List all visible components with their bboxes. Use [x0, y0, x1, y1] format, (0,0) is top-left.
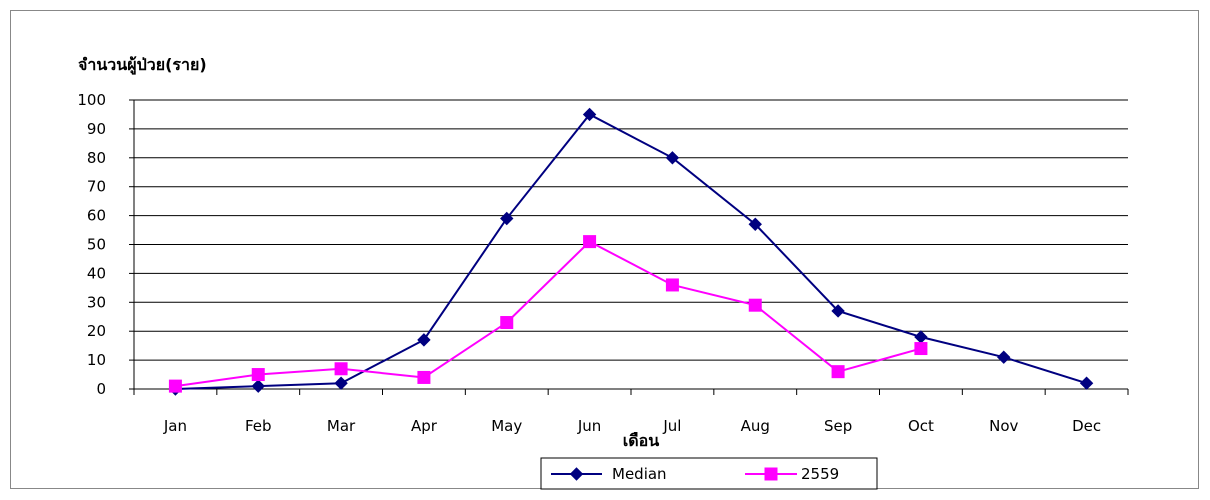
- series-2559: [168, 235, 928, 393]
- data-point: [251, 368, 265, 382]
- x-tick-label: Jun: [577, 417, 601, 435]
- y-tick-label: 10: [87, 351, 106, 369]
- legend-label: Median: [612, 465, 667, 483]
- data-point: [914, 330, 928, 344]
- series-median: [168, 107, 1094, 396]
- x-tick-label: Oct: [908, 417, 934, 435]
- y-axis-title: จำนวนผู้ป่วย(ราย): [78, 55, 207, 76]
- y-tick-label: 0: [96, 380, 106, 398]
- y-tick-label: 100: [77, 91, 106, 109]
- data-point: [500, 316, 514, 330]
- data-point: [417, 370, 431, 384]
- x-tick-label: Nov: [989, 417, 1018, 435]
- y-tick-label: 80: [87, 149, 106, 167]
- data-point: [665, 151, 680, 165]
- x-tick-label: Apr: [411, 417, 438, 435]
- data-point: [583, 235, 597, 249]
- y-tick-label: 90: [87, 120, 106, 138]
- data-point: [417, 333, 431, 347]
- x-tick-label: Mar: [327, 417, 356, 435]
- x-tick-label: Jul: [662, 417, 681, 435]
- data-point: [569, 467, 584, 481]
- data-point: [831, 365, 845, 379]
- y-tick-label: 40: [87, 264, 106, 282]
- data-point: [748, 217, 762, 231]
- data-point: [831, 304, 845, 318]
- x-tick-label: Sep: [824, 417, 852, 435]
- y-tick-label: 70: [87, 178, 106, 196]
- data-point: [914, 342, 928, 356]
- y-tick-label: 60: [87, 207, 106, 225]
- series-line: [175, 240, 922, 388]
- data-point: [665, 278, 679, 292]
- data-point: [500, 211, 514, 226]
- x-tick-label: Dec: [1072, 417, 1101, 435]
- data-point: [764, 467, 778, 481]
- x-axis-title: เดือน: [623, 431, 659, 450]
- y-tick-label: 50: [87, 236, 106, 254]
- x-tick-label: Jan: [163, 417, 187, 435]
- legend-label: 2559: [801, 465, 839, 483]
- data-point: [1079, 376, 1094, 390]
- y-tick-label: 30: [87, 293, 106, 311]
- x-tick-label: May: [491, 417, 522, 435]
- y-tick-label: 20: [87, 322, 106, 340]
- data-point: [582, 107, 597, 122]
- data-point: [748, 298, 762, 312]
- series-line: [175, 113, 1087, 390]
- x-tick-label: Aug: [741, 417, 770, 435]
- legend: Median 2559: [540, 457, 878, 490]
- data-point: [251, 379, 265, 393]
- data-point: [334, 376, 348, 390]
- data-point: [168, 379, 182, 393]
- data-point: [334, 362, 348, 376]
- x-tick-label: Feb: [245, 417, 272, 435]
- data-point: [997, 350, 1011, 364]
